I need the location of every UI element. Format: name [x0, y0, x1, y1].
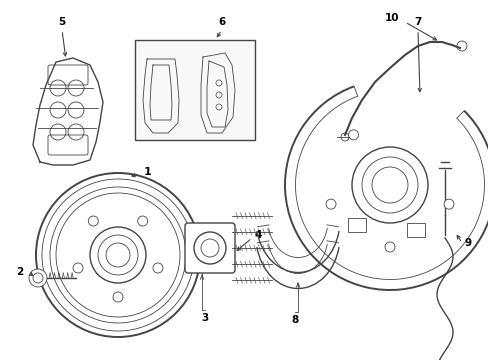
Text: 3: 3 — [201, 313, 208, 323]
FancyBboxPatch shape — [184, 223, 235, 273]
Circle shape — [138, 216, 147, 226]
Circle shape — [29, 269, 47, 287]
Circle shape — [348, 130, 358, 140]
Text: 5: 5 — [58, 17, 65, 27]
Text: 8: 8 — [291, 315, 298, 325]
Text: 10: 10 — [384, 13, 398, 23]
Circle shape — [113, 292, 123, 302]
Text: 7: 7 — [413, 17, 421, 27]
Text: 9: 9 — [464, 238, 470, 248]
Circle shape — [73, 263, 83, 273]
Circle shape — [443, 199, 453, 209]
Text: 1: 1 — [144, 167, 152, 177]
Bar — [406, 223, 424, 237]
Text: 2: 2 — [16, 267, 23, 277]
Circle shape — [88, 216, 98, 226]
Text: 6: 6 — [218, 17, 225, 27]
Circle shape — [384, 242, 394, 252]
Bar — [135, 40, 254, 140]
Circle shape — [153, 263, 163, 273]
Text: 4: 4 — [254, 230, 261, 240]
Bar — [347, 218, 365, 232]
Circle shape — [36, 173, 200, 337]
Circle shape — [325, 199, 335, 209]
Circle shape — [106, 243, 130, 267]
Circle shape — [371, 167, 407, 203]
